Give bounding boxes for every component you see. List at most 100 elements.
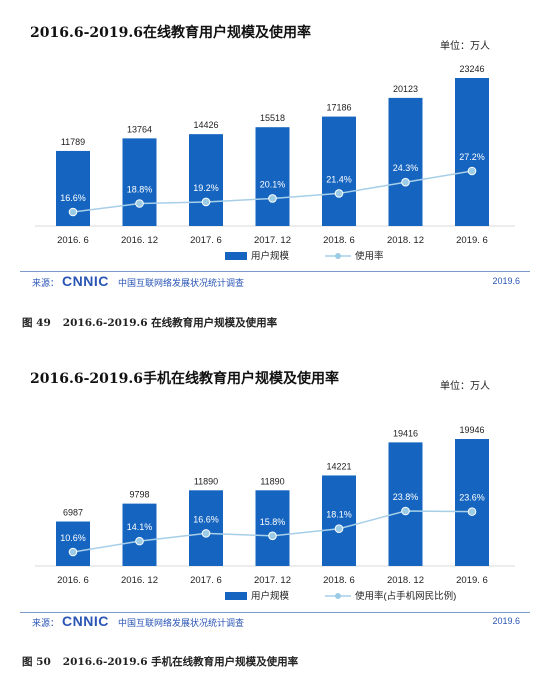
x-tick-label: 2017. 12 (254, 235, 291, 246)
bar (388, 442, 423, 566)
bar-value-label: 14426 (193, 120, 218, 130)
bar (388, 97, 423, 226)
bar-value-label: 17186 (326, 103, 351, 113)
chart-title: 2016.6-2019.6手机在线教育用户规模及使用率 (30, 371, 339, 387)
x-tick-label: 2018. 6 (323, 575, 355, 586)
x-tick-label: 2017. 6 (190, 575, 222, 586)
bar-value-label: 11890 (260, 476, 284, 486)
bar-value-label: 15518 (260, 113, 285, 123)
bar-value-label: 6987 (63, 508, 83, 518)
chart-2-svg: 6987 2016. 6 9798 2016. 12 11890 2017. 6 11890… (35, 425, 515, 602)
rate-value-label: 20.1% (260, 179, 286, 189)
bar-value-label: 11890 (194, 476, 218, 486)
bar (322, 475, 356, 566)
rate-value-label: 23.6% (459, 493, 485, 503)
x-tick-label: 2018. 12 (387, 235, 424, 246)
bar (455, 439, 489, 566)
x-tick-label: 2018. 12 (387, 575, 424, 586)
rate-point (201, 197, 211, 207)
bar-value-label: 14221 (326, 461, 351, 471)
figure-caption: 图 49 2016.6-2019.6 在线教育用户规模及使用率 (22, 315, 277, 330)
rate-point (268, 531, 277, 541)
legend-line-label: 使用率(占手机网民比例) (355, 590, 456, 602)
cnnic-logo: CNNIC (62, 613, 109, 629)
figure-caption-text: 2016.6-2019.6 手机在线教育用户规模及使用率 (62, 656, 299, 668)
footer-divider (20, 612, 530, 613)
x-tick-label: 2016. 12 (121, 235, 158, 246)
chart-1-svg: 11789 2016. 6 13764 2016. 12 14426 2017. 6 155… (35, 64, 515, 262)
rate-point (401, 506, 410, 516)
rate-value-label: 27.2% (459, 152, 485, 162)
source-date: 2019.6 (492, 616, 520, 626)
figure-caption-text: 2016.6-2019.6 在线教育用户规模及使用率 (62, 317, 278, 329)
chart-title: 2016.6-2019.6在线教育用户规模及使用率 (30, 25, 311, 41)
bar-value-label: 19416 (393, 428, 418, 438)
bar (255, 127, 290, 226)
unit-label: 单位：万人 (440, 381, 490, 392)
rate-point (135, 199, 144, 208)
rate-value-label: 18.1% (326, 510, 352, 520)
x-tick-label: 2016. 6 (57, 235, 89, 246)
bar (122, 503, 157, 566)
source-org: 中国互联网络发展状况统计调查 (118, 278, 245, 288)
rate-value-label: 21.4% (326, 174, 352, 184)
x-tick-label: 2018. 6 (323, 235, 355, 246)
x-tick-label: 2016. 12 (121, 575, 158, 586)
bar-value-label: 9798 (129, 490, 149, 500)
rate-point (68, 547, 78, 557)
rate-value-label: 16.6% (60, 193, 86, 203)
bar (122, 138, 157, 226)
x-tick-label: 2019. 6 (456, 235, 488, 246)
rate-point (467, 507, 477, 516)
bar-value-label: 13764 (127, 124, 152, 134)
rate-point (135, 536, 144, 546)
rate-point (268, 194, 277, 203)
footer-divider (20, 271, 530, 272)
source-label: 来源： (32, 278, 60, 288)
rate-point (334, 189, 344, 198)
rate-point (467, 166, 477, 176)
rate-value-label: 10.6% (60, 533, 86, 543)
bar-value-label: 19946 (459, 425, 484, 435)
bar-value-label: 20123 (393, 84, 418, 94)
legend-bar-label: 用户规模 (251, 250, 290, 262)
x-tick-label: 2016. 6 (57, 575, 89, 586)
rate-point (68, 207, 78, 217)
bar (255, 490, 290, 566)
legend-line-label: 使用率 (355, 250, 384, 262)
unit-label: 单位：万人 (440, 41, 490, 52)
bar (455, 78, 489, 226)
cnnic-logo: CNNIC (62, 273, 109, 289)
rate-point (201, 529, 211, 538)
bar (189, 134, 223, 226)
legend-bar-swatch (225, 592, 247, 600)
rate-point (401, 177, 410, 187)
rate-value-label: 14.1% (127, 522, 153, 532)
chart-panel-1: 2016.6-2019.6在线教育用户规模及使用率 单位：万人 11789 201… (0, 0, 550, 330)
source-date: 2019.6 (492, 276, 520, 286)
source-label: 来源： (32, 618, 60, 628)
rate-value-label: 18.8% (127, 184, 153, 194)
figure-number: 图 49 (22, 317, 51, 329)
bar (56, 521, 90, 566)
rate-value-label: 19.2% (193, 183, 219, 193)
x-tick-label: 2017. 6 (190, 235, 222, 246)
rate-value-label: 15.8% (260, 517, 286, 527)
bar-value-label: 23246 (459, 64, 484, 74)
bar-value-label: 11789 (61, 137, 85, 147)
legend-bar-swatch (225, 252, 247, 260)
x-tick-label: 2017. 12 (254, 575, 291, 586)
rate-value-label: 23.8% (393, 492, 419, 502)
x-tick-label: 2019. 6 (456, 575, 488, 586)
rate-value-label: 24.3% (393, 163, 419, 173)
figure-caption: 图 50 2016.6-2019.6 手机在线教育用户规模及使用率 (22, 654, 298, 669)
source-org: 中国互联网络发展状况统计调查 (118, 618, 245, 628)
rate-point (334, 524, 344, 534)
rate-value-label: 16.6% (193, 514, 219, 524)
legend-bar-label: 用户规模 (251, 590, 290, 602)
bar (189, 490, 223, 566)
figure-number: 图 50 (22, 656, 51, 668)
legend-line-marker (335, 593, 341, 599)
bar (322, 116, 356, 226)
